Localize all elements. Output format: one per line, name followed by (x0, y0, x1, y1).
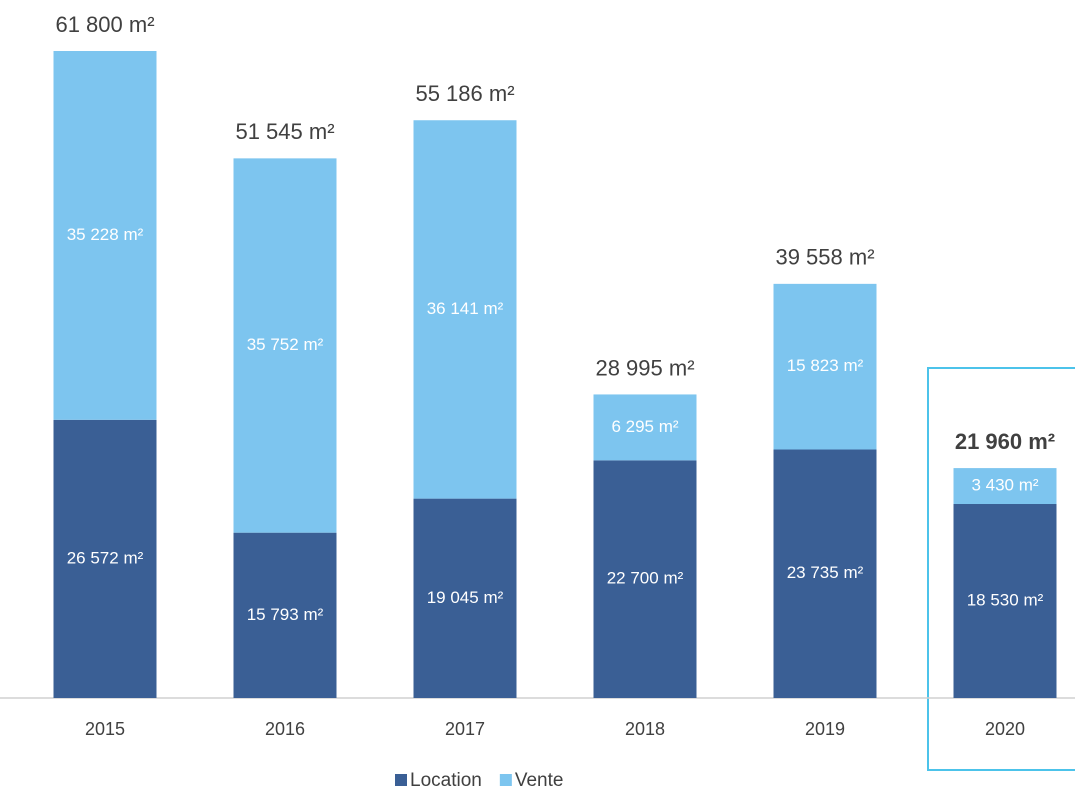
segment-label: 3 430 m² (971, 476, 1038, 495)
x-tick-label: 2019 (805, 719, 845, 739)
total-label: 39 558 m² (775, 245, 874, 270)
bar-segment (593, 460, 697, 698)
segment-label: 35 752 m² (247, 335, 324, 354)
bar-segment (53, 419, 157, 698)
x-tick-label: 2017 (445, 719, 485, 739)
segment-label: 26 572 m² (67, 548, 144, 567)
segment-label: 18 530 m² (967, 590, 1044, 609)
legend-swatch (395, 774, 407, 786)
total-label: 55 186 m² (415, 81, 514, 106)
legend-label: Location (410, 770, 482, 791)
bar-segment (953, 504, 1057, 698)
total-label: 28 995 m² (595, 355, 694, 380)
segment-label: 6 295 m² (611, 417, 678, 436)
x-tick-label: 2020 (985, 719, 1025, 739)
segment-label: 15 793 m² (247, 605, 324, 624)
bar-segment (953, 468, 1057, 505)
bar-segment (773, 449, 877, 698)
bar-segment (233, 532, 337, 698)
bar-segment (593, 394, 697, 461)
segment-label: 22 700 m² (607, 569, 684, 588)
total-label: 21 960 m² (955, 429, 1055, 454)
bar-segment (773, 283, 877, 450)
legend-label: Vente (515, 770, 564, 791)
segment-label: 36 141 m² (427, 299, 504, 318)
segment-label: 35 228 m² (67, 225, 144, 244)
legend-swatch (499, 774, 512, 786)
bar-segment (413, 498, 517, 698)
bar-segment (233, 158, 337, 533)
total-label: 51 545 m² (235, 119, 334, 144)
highlight-box (927, 367, 1075, 771)
x-tick-label: 2016 (265, 719, 305, 739)
total-label: 61 800 m² (55, 12, 154, 37)
x-tick-label: 2018 (625, 719, 665, 739)
segment-label: 19 045 m² (427, 588, 504, 607)
segment-label: 23 735 m² (787, 563, 864, 582)
segment-label: 15 823 m² (787, 356, 864, 375)
bar-segment (413, 120, 517, 499)
x-tick-label: 2015 (85, 719, 125, 739)
bar-segment (53, 51, 157, 420)
